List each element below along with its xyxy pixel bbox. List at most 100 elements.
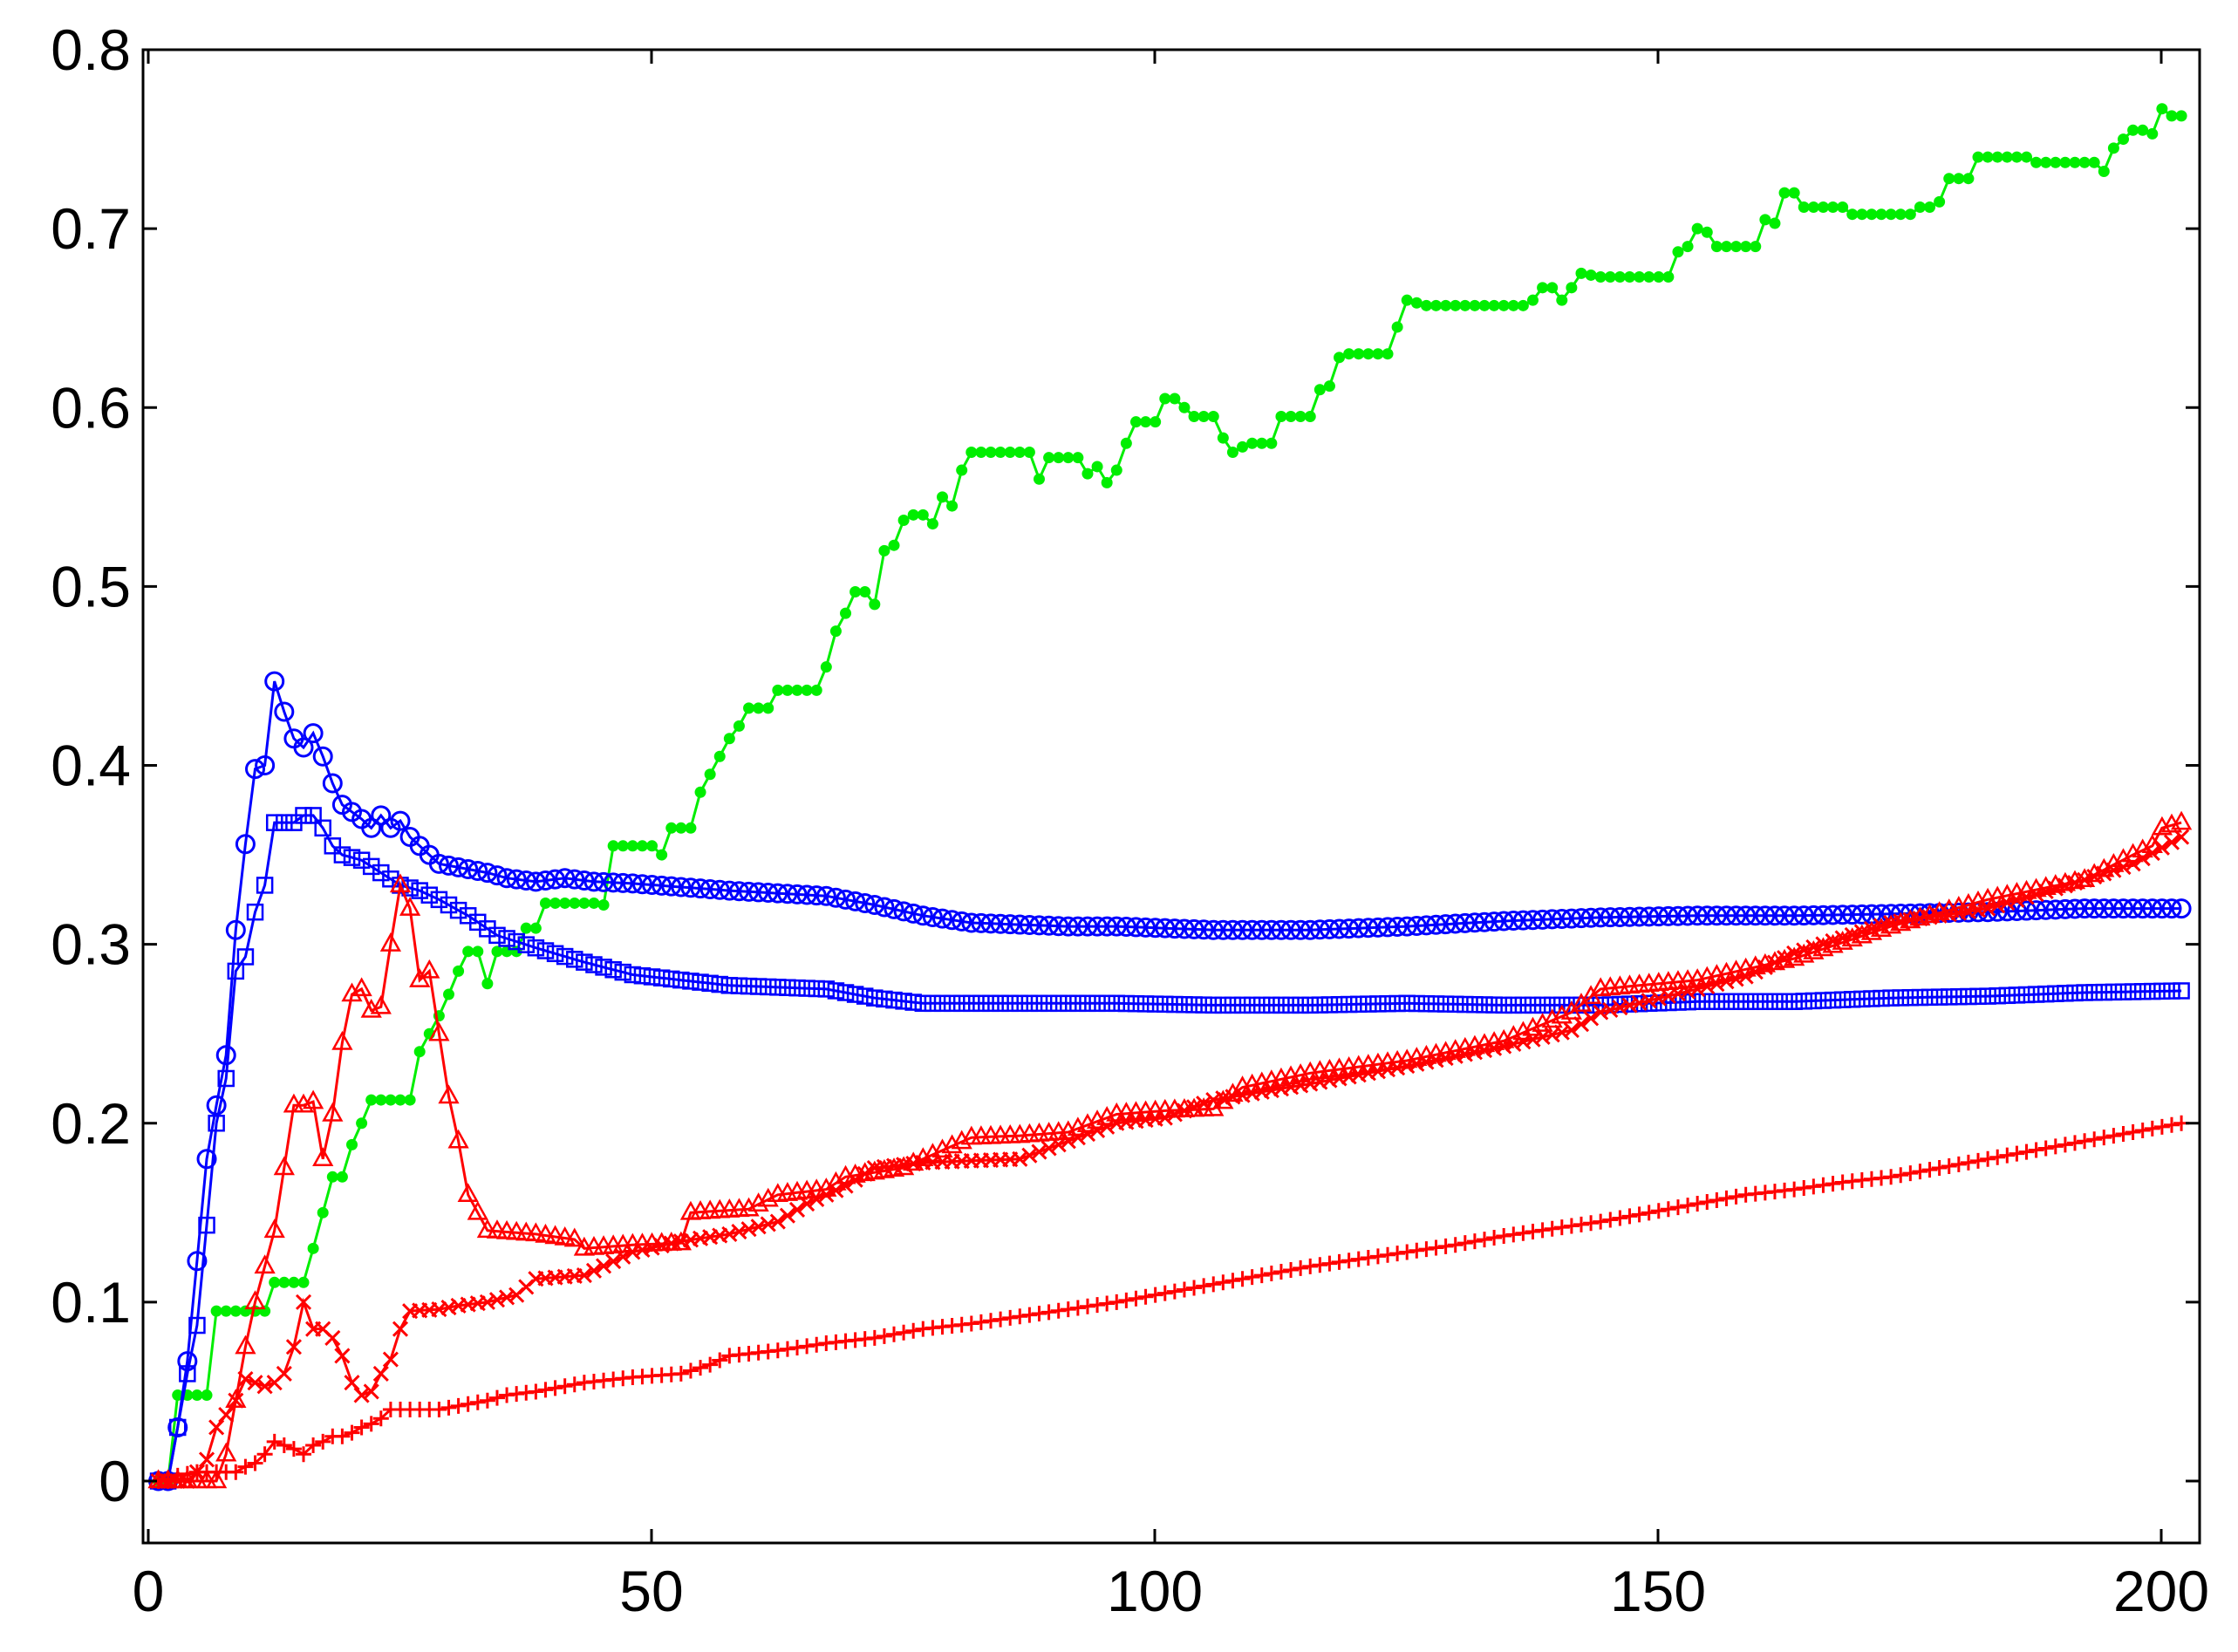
data-point bbox=[836, 984, 855, 1001]
data-point bbox=[1440, 299, 1452, 311]
data-point bbox=[723, 733, 735, 745]
data-point bbox=[1672, 246, 1684, 258]
data-point bbox=[2037, 985, 2055, 1003]
data-point bbox=[1488, 299, 1500, 311]
data-point bbox=[884, 898, 904, 919]
data-point bbox=[1098, 994, 1116, 1013]
data-point bbox=[1313, 384, 1326, 396]
data-point bbox=[631, 874, 652, 895]
data-point bbox=[1736, 993, 1755, 1011]
data-point bbox=[449, 901, 467, 919]
data-point bbox=[1474, 911, 1495, 932]
data-point bbox=[709, 879, 730, 900]
data-point bbox=[2008, 986, 2026, 1004]
data-point bbox=[1099, 1118, 1116, 1135]
data-point bbox=[1062, 452, 1075, 464]
data-point bbox=[720, 977, 739, 994]
data-point bbox=[961, 912, 982, 933]
data-point bbox=[1252, 919, 1273, 940]
data-point bbox=[352, 851, 371, 869]
data-point bbox=[614, 963, 632, 981]
data-point bbox=[1566, 282, 1578, 294]
data-point bbox=[1252, 996, 1271, 1014]
data-point bbox=[246, 903, 264, 921]
data-point bbox=[312, 746, 333, 767]
data-point bbox=[1430, 299, 1443, 311]
data-point bbox=[1515, 1225, 1532, 1241]
data-point bbox=[1109, 1294, 1125, 1310]
data-point bbox=[569, 897, 581, 909]
data-point bbox=[652, 969, 671, 986]
data-point bbox=[1088, 994, 1106, 1013]
data-point bbox=[743, 702, 755, 714]
data-point bbox=[759, 978, 777, 996]
data-point bbox=[269, 1276, 281, 1288]
data-point bbox=[1058, 916, 1079, 937]
data-point bbox=[1469, 299, 1481, 311]
data-point bbox=[885, 991, 903, 1009]
data-point bbox=[1793, 905, 1814, 926]
data-point bbox=[1081, 468, 1094, 480]
data-point bbox=[965, 447, 978, 459]
data-point bbox=[1178, 401, 1191, 413]
data-point bbox=[356, 1117, 368, 1130]
data-point bbox=[1099, 1295, 1116, 1312]
data-point bbox=[1445, 913, 1466, 934]
data-point bbox=[1091, 461, 1103, 473]
data-point bbox=[1970, 1152, 1987, 1169]
data-point bbox=[1039, 915, 1060, 936]
data-point bbox=[2030, 156, 2043, 168]
data-point bbox=[665, 822, 678, 834]
data-point bbox=[1817, 201, 1829, 214]
data-point bbox=[1960, 987, 1977, 1006]
data-point bbox=[1226, 447, 1238, 459]
data-point bbox=[956, 464, 968, 476]
data-point bbox=[392, 1321, 409, 1337]
data-point bbox=[1658, 905, 1679, 926]
data-point bbox=[1244, 1269, 1260, 1286]
data-point bbox=[334, 1428, 351, 1444]
data-point bbox=[682, 973, 699, 990]
data-point bbox=[1309, 919, 1330, 940]
data-point bbox=[817, 980, 836, 998]
data-point bbox=[1222, 919, 1243, 940]
data-point bbox=[806, 885, 827, 906]
data-point bbox=[460, 1396, 476, 1412]
data-point bbox=[904, 993, 922, 1011]
data-point bbox=[1418, 1241, 1435, 1258]
data-point bbox=[1833, 991, 1852, 1008]
data-point bbox=[1436, 914, 1457, 935]
y-tick-label: 0.2 bbox=[51, 1091, 131, 1156]
data-point bbox=[1901, 989, 1920, 1007]
data-point bbox=[757, 1187, 779, 1207]
data-point bbox=[477, 863, 498, 884]
data-point bbox=[2153, 1118, 2170, 1135]
data-point bbox=[907, 509, 919, 521]
data-point bbox=[2057, 877, 2073, 894]
data-point bbox=[914, 994, 932, 1013]
data-point bbox=[1660, 1201, 1676, 1218]
data-point bbox=[1934, 195, 1946, 208]
data-point bbox=[462, 945, 474, 958]
data-point bbox=[712, 1352, 728, 1369]
data-point bbox=[607, 840, 619, 852]
data-point bbox=[1030, 994, 1048, 1013]
data-point bbox=[585, 956, 603, 973]
data-point bbox=[495, 1219, 518, 1239]
data-point bbox=[508, 932, 525, 951]
data-point bbox=[370, 994, 392, 1014]
data-point bbox=[1311, 996, 1329, 1014]
data-point bbox=[2161, 898, 2182, 919]
data-point bbox=[457, 1183, 479, 1203]
data-point bbox=[1060, 1133, 1076, 1150]
data-point bbox=[297, 1276, 310, 1288]
data-point bbox=[1069, 994, 1087, 1013]
data-point bbox=[1776, 993, 1793, 1011]
data-point bbox=[982, 1313, 999, 1329]
data-point bbox=[1842, 905, 1863, 925]
data-point bbox=[583, 871, 604, 892]
data-point bbox=[1542, 909, 1563, 930]
data-point bbox=[932, 908, 953, 929]
data-point bbox=[1195, 996, 1212, 1014]
data-point bbox=[438, 855, 459, 876]
